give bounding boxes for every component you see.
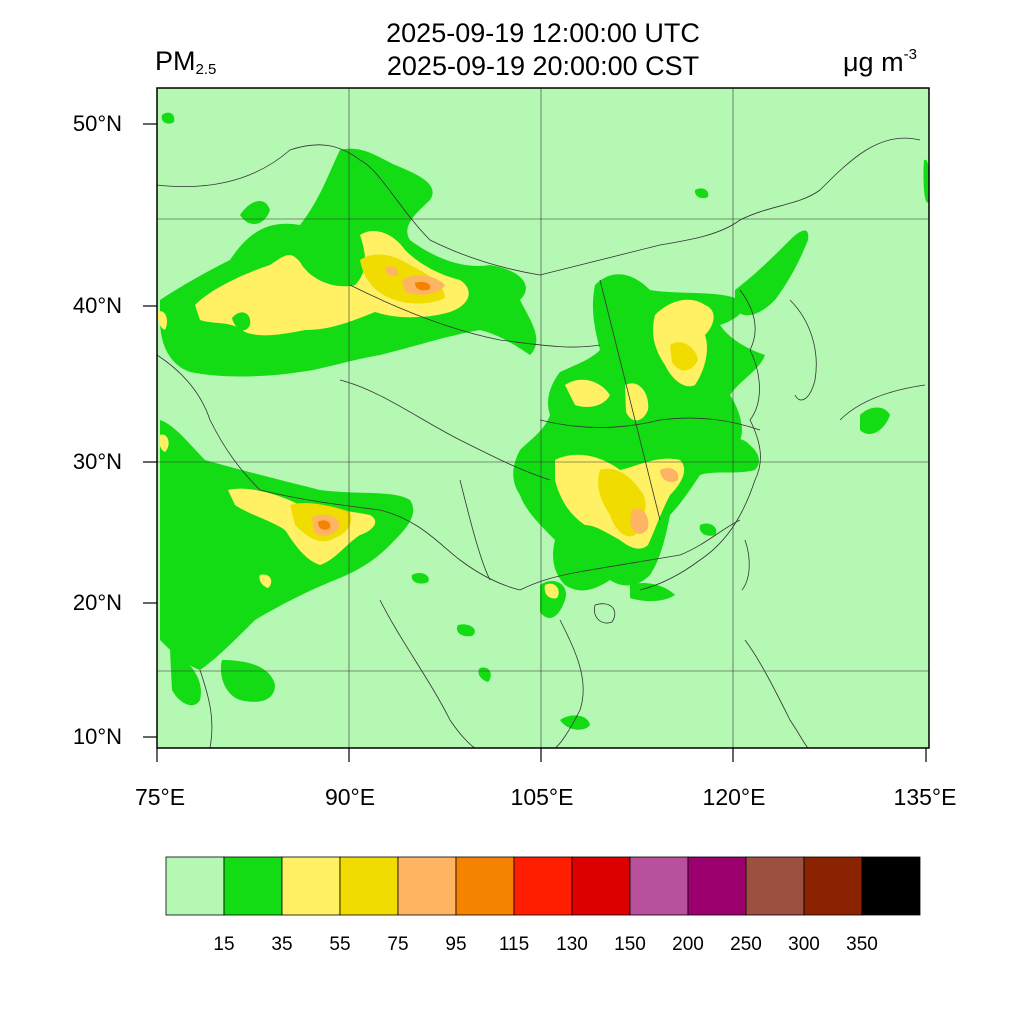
tarim-core	[195, 230, 469, 336]
country-border-west	[157, 354, 521, 591]
concentration-fields	[157, 88, 929, 748]
india-south	[170, 650, 201, 706]
indochina-coast	[554, 619, 584, 748]
east-edge	[923, 159, 929, 203]
province-border-1	[349, 284, 601, 348]
fujian-coast	[630, 583, 675, 602]
north-plain-inner	[670, 342, 698, 371]
lat-label-20n: 20°N	[72, 590, 122, 615]
philippines-coast	[744, 639, 809, 748]
indochina-west	[220, 660, 275, 702]
colorbar-label-95: 95	[445, 934, 467, 955]
colorbar-label-200: 200	[672, 934, 704, 955]
colorbar-label-130: 130	[556, 934, 588, 955]
colorbar-box-5	[455, 856, 515, 916]
hotspot-jiangxi	[660, 468, 679, 482]
hainan-coast	[594, 603, 616, 624]
lat-label-30n: 30°N	[72, 449, 122, 474]
lat-label-10n: 10°N	[72, 724, 122, 749]
unit-label: μg m-3	[843, 46, 917, 78]
colorbar-label-55: 55	[329, 934, 351, 955]
west-patch-north	[240, 200, 270, 225]
province-border-5	[459, 479, 491, 581]
north-china-core-2	[565, 379, 610, 407]
colorbar-box-6	[513, 856, 573, 916]
unit-superscript: -3	[903, 46, 917, 63]
lon-label-90e: 90°E	[324, 784, 376, 810]
lon-label-135e: 135°E	[893, 784, 957, 810]
colorbar-box-12	[861, 856, 921, 916]
colorbar-label-350: 350	[846, 934, 878, 955]
colorbar-box-8	[629, 856, 689, 916]
colorbar-box-9	[687, 856, 747, 916]
map-background	[157, 88, 929, 748]
colorbar-box-4	[397, 856, 457, 916]
northwest-dot	[161, 112, 175, 124]
hotspot-central-china	[630, 508, 649, 534]
colorbar-box-1	[223, 856, 283, 916]
gangetic-spot	[259, 574, 272, 588]
northwest-india-band	[160, 420, 414, 670]
country-border-north	[157, 137, 921, 276]
variable-subscript: 2.5	[195, 61, 217, 78]
province-border-4	[539, 417, 761, 431]
lon-label-120e: 120°E	[702, 784, 766, 810]
lon-label-75e: 75°E	[134, 784, 186, 810]
variable-label: PM2.5	[155, 46, 216, 78]
myanmar-coast	[379, 599, 476, 748]
colorbar	[165, 856, 921, 916]
gridlines	[157, 88, 929, 748]
yangtze-spot	[722, 438, 752, 456]
colorbar-label-75: 75	[387, 934, 409, 955]
country-border-south	[519, 519, 741, 591]
unit-main: μg m	[843, 47, 904, 77]
colorbar-label-115: 115	[498, 934, 530, 955]
india-coast	[199, 669, 213, 748]
colorbar-box-7	[571, 856, 631, 916]
colorbar-box-3	[339, 856, 399, 916]
colorbar-box-10	[745, 856, 805, 916]
colorbar-box-2	[281, 856, 341, 916]
province-border-2	[339, 379, 551, 481]
lon-label-105e: 105°E	[510, 784, 574, 810]
north-china-core-3	[625, 383, 649, 421]
peak-gobi	[415, 281, 431, 291]
province-border-3	[599, 279, 661, 521]
utc-time-title: 2025-09-19 12:00:00 UTC	[386, 18, 700, 48]
colorbar-label-150: 150	[614, 934, 646, 955]
gobi-spot	[694, 188, 709, 199]
colorbar-label-15: 15	[213, 934, 235, 955]
coast-east	[639, 289, 761, 591]
korea-coast	[789, 299, 817, 401]
boundary-lines	[157, 137, 926, 748]
colorbar-label-250: 250	[730, 934, 762, 955]
colorbar-box-0	[165, 856, 225, 916]
level-115-field	[318, 281, 431, 530]
tarim-hole	[232, 312, 251, 331]
lat-label-50n: 50°N	[72, 111, 122, 136]
northeast-strip	[735, 230, 809, 316]
colorbar-box-11	[803, 856, 863, 916]
peak-gangetic	[318, 520, 331, 530]
colorbar-label-300: 300	[788, 934, 820, 955]
guangdong-spot	[544, 583, 559, 599]
sea-spot	[699, 523, 717, 536]
taiwan-coast	[741, 539, 750, 591]
small-spot-2	[456, 624, 475, 637]
variable-main: PM	[155, 46, 196, 76]
vietnam-south	[560, 715, 590, 730]
west-edge-spot	[157, 311, 168, 330]
korea-spot	[860, 407, 890, 435]
local-time-title: 2025-09-19 20:00:00 CST	[386, 51, 700, 81]
lat-label-40n: 40°N	[72, 293, 122, 318]
small-spot-1	[411, 572, 429, 584]
colorbar-label-35: 35	[271, 934, 293, 955]
india-west-spot	[159, 434, 169, 452]
map-frame	[156, 87, 930, 749]
tick-marks	[143, 123, 927, 762]
hotspot-dot-tarim	[385, 266, 399, 277]
japan-coast	[839, 384, 926, 421]
